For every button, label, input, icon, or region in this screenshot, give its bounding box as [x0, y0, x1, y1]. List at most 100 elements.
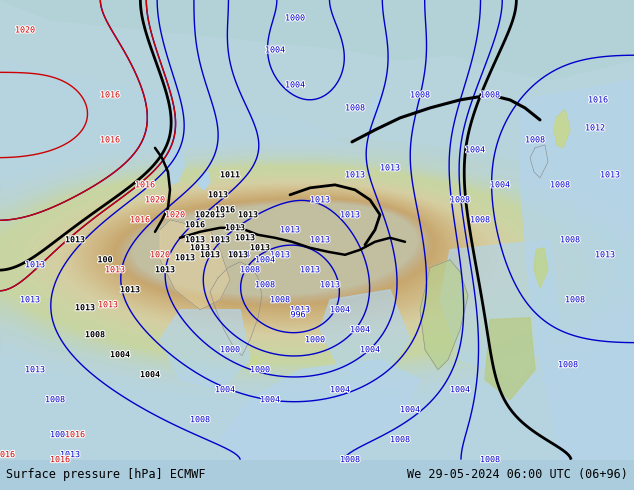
Text: 1013: 1013 [105, 265, 125, 274]
Text: 1011: 1011 [220, 171, 240, 179]
Text: 1016: 1016 [100, 135, 120, 145]
Text: 1020: 1020 [15, 25, 35, 34]
Text: 1008: 1008 [450, 196, 470, 204]
Text: 1008: 1008 [480, 91, 500, 99]
Polygon shape [440, 240, 560, 380]
Polygon shape [554, 110, 570, 148]
Text: 1016: 1016 [588, 96, 608, 104]
Text: 1013: 1013 [340, 210, 360, 220]
Text: 996: 996 [290, 310, 306, 319]
Text: 1008: 1008 [345, 103, 365, 112]
Text: 1016: 1016 [130, 215, 150, 224]
Polygon shape [420, 260, 468, 369]
Text: 1008: 1008 [240, 265, 260, 274]
Text: 1008: 1008 [85, 330, 105, 339]
Text: 1016: 1016 [65, 430, 85, 439]
Text: 1008: 1008 [550, 180, 570, 189]
Polygon shape [0, 0, 634, 460]
Text: 1008: 1008 [560, 235, 580, 245]
Polygon shape [250, 358, 258, 372]
Text: 1013: 1013 [380, 163, 400, 172]
Text: 1008: 1008 [525, 135, 545, 145]
Text: 1020: 1020 [165, 210, 185, 220]
Text: 1013: 1013 [208, 190, 228, 199]
Polygon shape [165, 148, 185, 185]
Text: 1000: 1000 [285, 14, 305, 23]
Text: 1008: 1008 [480, 455, 500, 464]
Text: 1004: 1004 [330, 385, 350, 394]
Text: 1008: 1008 [558, 360, 578, 369]
Text: 1004: 1004 [230, 250, 250, 259]
Text: 1013: 1013 [320, 280, 340, 289]
Text: 1012: 1012 [585, 123, 605, 132]
Text: 1008: 1008 [410, 91, 430, 99]
Text: 1016: 1016 [135, 180, 155, 189]
Text: 1004: 1004 [330, 305, 350, 314]
Polygon shape [372, 95, 380, 118]
Text: 1020: 1020 [150, 250, 170, 259]
Text: 1004: 1004 [215, 385, 235, 394]
Polygon shape [520, 80, 634, 460]
Polygon shape [320, 290, 410, 380]
Text: 1004: 1004 [450, 385, 470, 394]
Text: 1013: 1013 [185, 235, 205, 245]
Text: 1013: 1013 [310, 235, 330, 245]
Text: 1013: 1013 [20, 295, 40, 304]
Text: 1004: 1004 [140, 370, 160, 379]
Text: 1013: 1013 [200, 250, 220, 259]
Text: 1000: 1000 [220, 345, 240, 354]
Text: 1013: 1013 [120, 285, 140, 294]
Text: 100: 100 [98, 255, 112, 264]
Text: 1013: 1013 [60, 450, 80, 459]
Text: 1008: 1008 [390, 435, 410, 444]
Text: 1013: 1013 [75, 303, 95, 312]
Text: Surface pressure [hPa] ECMWF: Surface pressure [hPa] ECMWF [6, 468, 206, 481]
Polygon shape [198, 172, 210, 190]
Text: 1004: 1004 [110, 350, 130, 359]
Text: 1004: 1004 [490, 180, 510, 189]
Text: 1013: 1013 [235, 233, 255, 242]
Text: 1013: 1013 [600, 171, 620, 179]
Text: 1013: 1013 [345, 171, 365, 179]
Text: 1013: 1013 [595, 250, 615, 259]
Text: 1008: 1008 [565, 295, 585, 304]
Polygon shape [485, 318, 535, 400]
Text: 1016: 1016 [0, 450, 15, 459]
Text: 1008: 1008 [50, 430, 70, 439]
Text: 1013: 1013 [175, 253, 195, 262]
Text: 1008: 1008 [340, 455, 360, 464]
Text: 1000: 1000 [305, 335, 325, 344]
Text: 1013: 1013 [228, 250, 248, 259]
Text: 1004: 1004 [285, 80, 305, 90]
Text: 1013: 1013 [250, 244, 270, 252]
Text: 1016: 1016 [185, 220, 205, 229]
Text: 1008: 1008 [255, 280, 275, 289]
Text: 1013: 1013 [205, 210, 225, 220]
Text: 1013: 1013 [25, 260, 45, 270]
Text: 1013: 1013 [310, 196, 330, 204]
Text: 1004: 1004 [400, 405, 420, 414]
Polygon shape [0, 0, 634, 180]
Text: 1020: 1020 [195, 210, 215, 220]
Text: 1016: 1016 [100, 91, 120, 99]
Text: 1013: 1013 [65, 235, 85, 245]
Text: 1004: 1004 [265, 46, 285, 54]
Polygon shape [160, 220, 230, 310]
Text: 1004: 1004 [465, 146, 485, 154]
Text: 1004: 1004 [360, 345, 380, 354]
Text: We 29-05-2024 06:00 UTC (06+96): We 29-05-2024 06:00 UTC (06+96) [407, 468, 628, 481]
Text: 1016: 1016 [215, 205, 235, 214]
Text: 1020: 1020 [145, 196, 165, 204]
Text: 1013: 1013 [225, 223, 245, 232]
Polygon shape [220, 360, 420, 460]
Text: 1004: 1004 [255, 255, 275, 264]
Polygon shape [0, 0, 634, 80]
Text: 1004: 1004 [260, 395, 280, 404]
Text: 1013: 1013 [25, 365, 45, 374]
Text: 1016: 1016 [50, 455, 70, 464]
Text: 1013: 1013 [155, 265, 175, 274]
Text: 1013: 1013 [190, 244, 210, 252]
Text: 1008: 1008 [45, 395, 65, 404]
Polygon shape [534, 248, 548, 288]
Text: 1000: 1000 [250, 365, 270, 374]
